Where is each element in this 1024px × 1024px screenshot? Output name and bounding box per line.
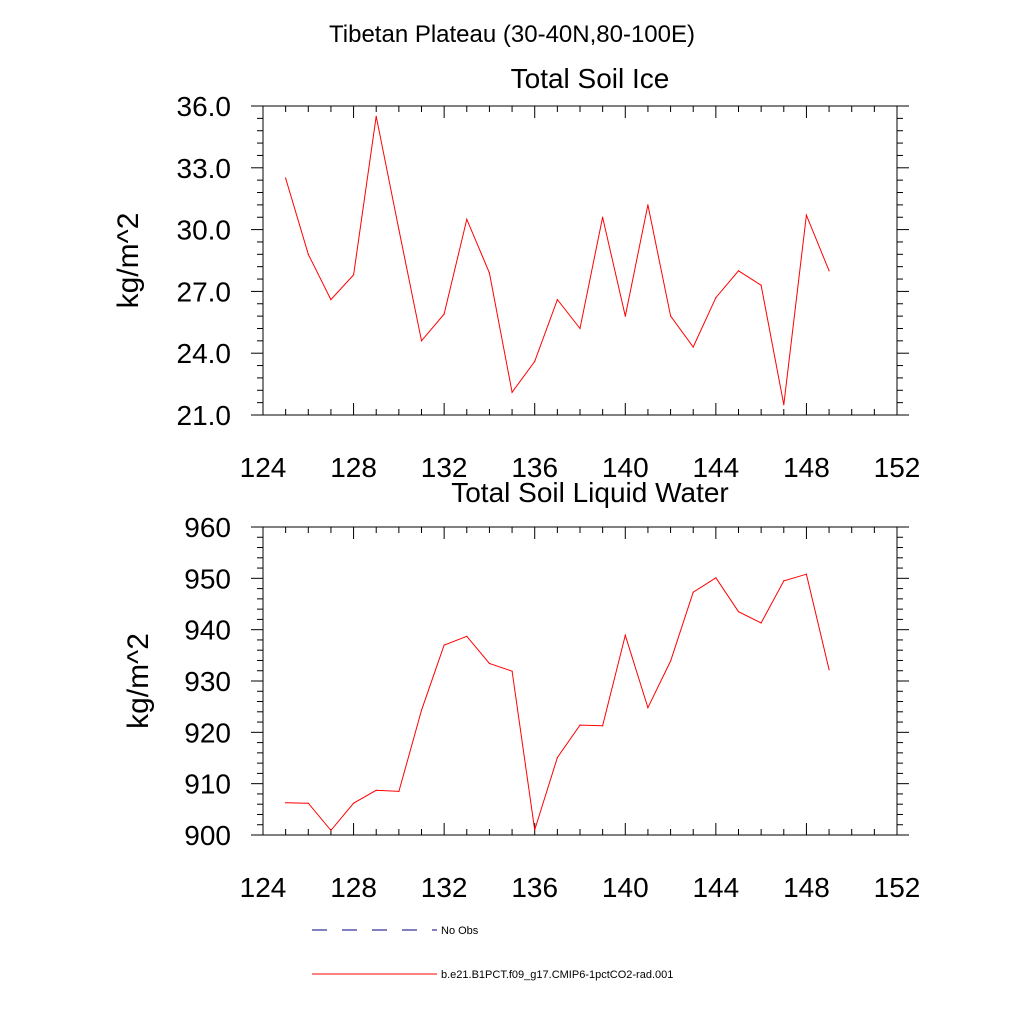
data-point: [375, 115, 377, 117]
data-point: [398, 790, 400, 793]
x-tick-label: 124: [240, 452, 287, 483]
x-tick-label: 136: [511, 452, 558, 483]
x-tick-label: 140: [602, 452, 649, 483]
panel-title: Total Soil Liquid Water: [451, 477, 729, 508]
legend: No Obs b.e21.B1PCT.f09_g17.CMIP6-1pctCO2-…: [312, 925, 673, 981]
data-point: [760, 284, 762, 286]
data-point: [692, 346, 694, 348]
y-tick-label: 940: [184, 615, 231, 646]
data-point: [285, 802, 287, 804]
data-point: [715, 297, 717, 299]
x-tick-label: 152: [874, 872, 921, 903]
panel-2: Total Soil Liquid Water kg/m^2 124 128 132 13…: [122, 477, 920, 903]
data-point: [443, 313, 445, 315]
data-point: [420, 709, 423, 711]
data-point: [737, 611, 740, 613]
y-tick-label: 960: [184, 512, 231, 543]
data-point: [556, 299, 559, 301]
figure-suptitle: Tibetan Plateau (30-40N,80-100E): [329, 21, 695, 48]
x-tick-label: 144: [692, 872, 739, 903]
x-tick-label: 148: [783, 872, 830, 903]
x-tick-label: 128: [330, 872, 377, 903]
data-point: [579, 327, 581, 330]
y-tick-label: 30.0: [177, 215, 232, 246]
x-tick-label: 140: [602, 872, 649, 903]
data-point: [466, 218, 468, 220]
data-point: [783, 580, 785, 582]
y-tick-label: 36.0: [177, 91, 232, 122]
data-point: [737, 270, 740, 272]
data-point: [443, 644, 445, 646]
panel-1: Total Soil Ice kg/m^2 124 128 132 136 140 144 14…: [112, 63, 920, 483]
x-tick-label: 144: [692, 452, 739, 483]
data-point: [670, 660, 672, 662]
data-point: [647, 707, 649, 709]
y-axis-label: kg/m^2: [122, 633, 155, 729]
y-tick-label: 910: [184, 769, 231, 800]
data-point: [805, 214, 808, 216]
data-point: [670, 315, 672, 317]
y-tick-label: 950: [184, 563, 231, 594]
data-point: [715, 577, 717, 579]
data-point: [488, 272, 490, 274]
data-point: [511, 670, 513, 672]
data-point: [805, 573, 808, 575]
data-point: [511, 391, 513, 393]
x-tick-label: 136: [511, 872, 558, 903]
x-tick-label: 132: [421, 452, 468, 483]
data-point: [488, 662, 490, 665]
x-tick-label: 148: [783, 452, 830, 483]
y-tick-label: 27.0: [177, 276, 232, 307]
data-point: [602, 216, 604, 218]
panels: Total Soil Ice kg/m^2 124 128 132 136 140 144 14…: [112, 63, 920, 903]
data-point: [602, 725, 604, 727]
data-point: [353, 274, 355, 276]
data-point: [307, 253, 309, 255]
data-point: [285, 177, 287, 179]
data-point: [828, 270, 830, 272]
data-point: [828, 669, 830, 671]
y-tick-label: 33.0: [177, 153, 232, 184]
data-point: [692, 591, 694, 593]
y-axis-label: kg/m^2: [112, 213, 145, 309]
data-point: [353, 802, 355, 804]
y-tick-label: 900: [184, 820, 231, 851]
y-tick-label: 920: [184, 717, 231, 748]
legend-label-2: b.e21.B1PCT.f09_g17.CMIP6-1pctCO2-rad.00…: [441, 969, 673, 981]
data-point: [534, 360, 536, 362]
y-tick-label: 930: [184, 666, 231, 697]
y-tick-label: 24.0: [177, 338, 232, 369]
data-point: [534, 829, 536, 831]
data-point: [624, 315, 626, 317]
data-point: [307, 802, 309, 804]
data-point: [466, 635, 468, 637]
data-point: [624, 634, 626, 636]
data-point: [330, 299, 332, 301]
x-tick-label: 152: [874, 452, 921, 483]
data-point: [783, 404, 785, 406]
data-point: [647, 204, 649, 206]
panel-title: Total Soil Ice: [511, 63, 670, 94]
legend-label-1: No Obs: [441, 925, 479, 937]
x-tick-label: 124: [240, 872, 287, 903]
data-point: [556, 756, 559, 759]
data-point: [579, 724, 581, 726]
data-point: [330, 829, 332, 832]
data-point: [398, 229, 400, 231]
y-tick-label: 21.0: [177, 400, 232, 431]
data-point: [375, 789, 377, 791]
x-tick-label: 128: [330, 452, 377, 483]
x-tick-label: 132: [421, 872, 468, 903]
data-point: [760, 622, 762, 624]
data-point: [420, 340, 423, 342]
